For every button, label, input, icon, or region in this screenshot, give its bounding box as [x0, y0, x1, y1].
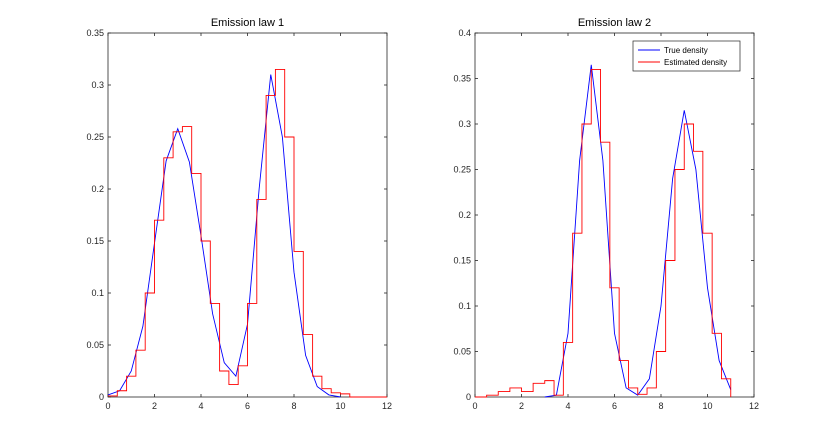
y-tick-label: 0.15 [453, 256, 471, 266]
y-tick-label: 0.2 [91, 184, 104, 194]
legend-label: Estimated density [664, 58, 727, 67]
x-tick-label: 8 [291, 401, 296, 411]
x-tick-label: 4 [565, 401, 570, 411]
y-tick-label: 0 [99, 392, 104, 402]
x-tick-label: 10 [335, 401, 345, 411]
y-tick-label: 0.25 [86, 132, 104, 142]
y-tick-label: 0.05 [86, 340, 104, 350]
y-tick-label: 0.3 [91, 80, 104, 90]
x-tick-label: 6 [245, 401, 250, 411]
y-tick-label: 0.3 [458, 119, 471, 129]
chart-title: Emission law 2 [578, 17, 651, 29]
y-tick-label: 0.4 [458, 28, 471, 38]
x-tick-label: 6 [612, 401, 617, 411]
chart-1: 0 2 4 6 8 10 12 0 0.05 0.1 0.15 0.2 0.25 0.3 0.35 Emiss… [86, 17, 392, 411]
y-tick-label: 0 [466, 392, 471, 402]
x-tick-label: 12 [382, 401, 392, 411]
y-tick-label: 0.05 [453, 347, 471, 357]
legend-box [632, 40, 741, 72]
x-tick-label: 8 [658, 401, 663, 411]
x-tick-label: 2 [519, 401, 524, 411]
y-tick-label: 0.1 [458, 301, 471, 311]
estimated-density-line [475, 68, 732, 398]
y-tick-label: 0.35 [86, 28, 104, 38]
y-tick-label: 0.2 [458, 210, 471, 220]
chart-2: 0 2 4 6 8 10 12 0 0.05 0.1 0.15 0.2 0.25 0.3 0.35 0.4 Em… [453, 17, 759, 411]
y-tick-label: 0.25 [453, 165, 471, 175]
x-tick-label: 2 [152, 401, 157, 411]
chart-title: Emission law 1 [211, 17, 284, 29]
x-tick-label: 10 [702, 401, 712, 411]
plot-area-frame [474, 32, 755, 398]
legend-label: True density [664, 46, 708, 55]
legend: True density Estimated density [632, 40, 741, 72]
x-tick-label: 0 [472, 401, 477, 411]
y-tick-label: 0.35 [453, 74, 471, 84]
true-density-line [107, 74, 341, 398]
y-tick-label: 0.1 [91, 288, 104, 298]
x-tick-label: 4 [198, 401, 203, 411]
estimated-density-line [108, 68, 387, 398]
x-tick-label: 12 [749, 401, 759, 411]
true-density-line [544, 64, 732, 398]
x-tick-label: 0 [105, 401, 110, 411]
y-tick-label: 0.15 [86, 236, 104, 246]
